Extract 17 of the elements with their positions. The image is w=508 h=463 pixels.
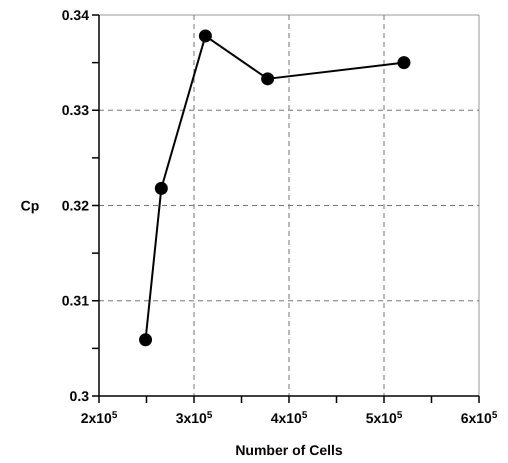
y-tick-label: 0.32 [62, 197, 90, 214]
point [397, 56, 410, 70]
point [139, 333, 152, 346]
y-tick-label: 0.3 [70, 388, 90, 404]
x-tick-label: 6x10$^{5}$ [460, 410, 498, 426]
y-axis-title: Cp [20, 197, 40, 214]
y-tick-label: 0.34 [62, 6, 90, 23]
point [154, 182, 168, 195]
x-tick-label: 2x10$^{5}$ [80, 410, 118, 426]
x-tick-label: 5x10$^{5}$ [366, 410, 403, 426]
point [198, 29, 212, 42]
x-tick-label: 4x10$^{5}$ [270, 410, 308, 426]
y-tick-label: 0.33 [62, 102, 90, 118]
x-axis-title: Number of Cells [235, 442, 343, 458]
x-tick-label: 3x10$^{5}$ [176, 410, 213, 426]
y-tick-label: 0.31 [62, 292, 90, 309]
point [261, 72, 274, 86]
